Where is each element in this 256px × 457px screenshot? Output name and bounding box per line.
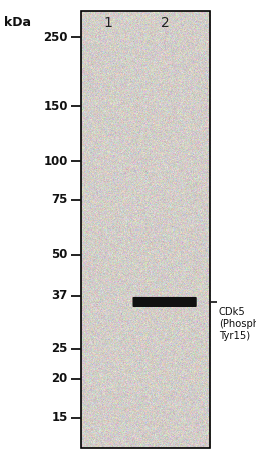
Text: 100: 100 [44,154,68,168]
Text: CDk5
(Phospho-
Tyr15): CDk5 (Phospho- Tyr15) [219,307,256,341]
Bar [81,11,210,448]
FancyBboxPatch shape [133,297,197,307]
Text: 37: 37 [52,289,68,302]
Text: 250: 250 [43,31,68,43]
Text: kDa: kDa [4,16,31,29]
Bar [81,11,210,448]
Text: 50: 50 [51,249,68,261]
Text: 75: 75 [51,193,68,207]
Text: 150: 150 [43,100,68,113]
Text: 2: 2 [161,16,169,30]
Text: 1: 1 [103,16,112,30]
Text: 20: 20 [52,372,68,385]
Text: 25: 25 [51,342,68,355]
Text: 15: 15 [51,411,68,425]
